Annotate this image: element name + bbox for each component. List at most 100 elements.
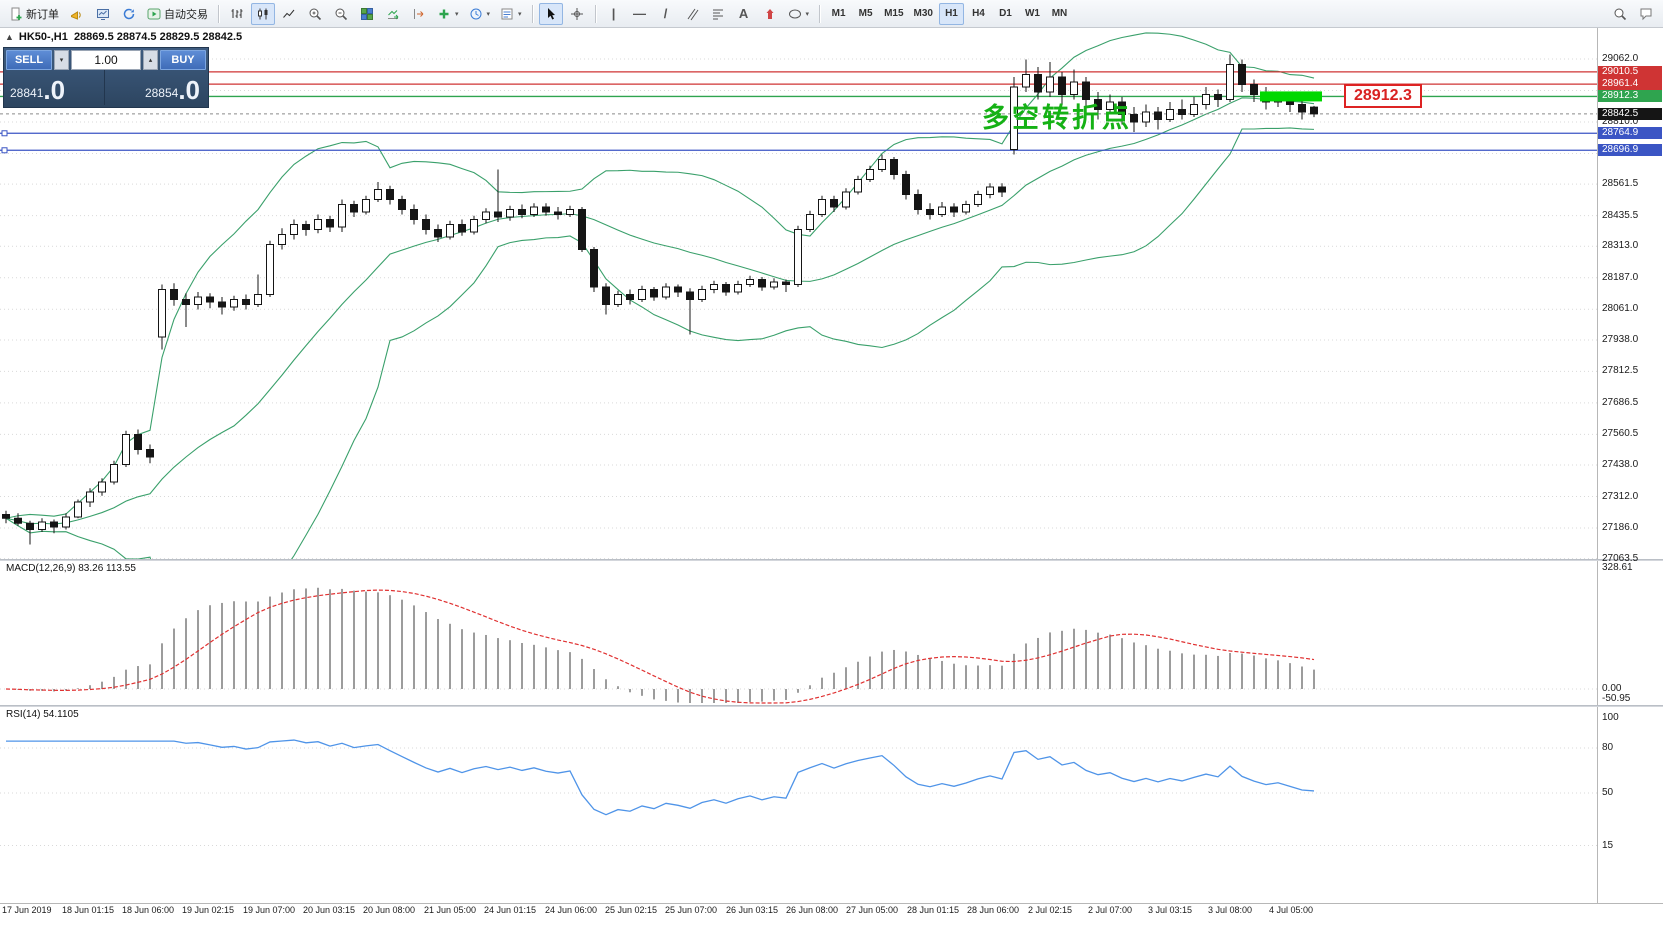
price-axis[interactable]: 29062.0 29010.5 28961.4 28912.3 28842.5 28810… [1598,0,1663,952]
arrow-marker-icon [766,8,774,19]
chart-shift-button[interactable] [407,3,431,25]
bar-chart-button[interactable] [225,3,249,25]
arrows-tool-button[interactable] [758,3,782,25]
trendline-tool-button[interactable]: / [654,3,678,25]
price-axis-label: 28061.0 [1602,303,1639,315]
time-axis-label: 25 Jun 02:15 [605,905,658,915]
time-axis-border [0,903,1663,904]
timeframe-m30-button[interactable]: M30 [910,3,937,25]
price-axis-label: 28313.0 [1602,240,1639,252]
price-axis-label: 27686.5 [1602,396,1639,408]
price-line-label: 28842.5 [1598,107,1662,120]
toolbar-separator [819,4,821,23]
panel-divider[interactable] [0,705,1663,707]
search-icon [1614,8,1627,20]
volume-decrease-button[interactable]: ▾ [54,50,69,70]
timeframe-w1-button[interactable]: W1 [1020,3,1045,25]
chart-title-row: ▲ HK50-,H1 28869.5 28874.5 28829.5 28842… [5,31,242,43]
panel-divider[interactable] [0,559,1663,561]
price-chart-canvas[interactable] [0,28,1597,559]
toolbar-separator [218,4,219,23]
price-axis-label: 27438.0 [1602,459,1639,470]
price-axis-label: 27560.5 [1602,428,1639,440]
chart-window-button[interactable] [91,3,115,25]
macd-axis-label: 328.61 [1602,562,1633,573]
price-axis-label: 28561.5 [1602,178,1639,190]
price-axis-label: 27312.0 [1602,490,1639,502]
macd-panel-canvas[interactable] [0,561,1597,705]
horizontal-line-tool-button[interactable]: — [628,3,652,25]
timeframe-h1-button[interactable]: H1 [938,2,964,25]
timeframe-m1-button[interactable]: M1 [826,3,851,25]
macd-label: MACD(12,26,9) 83.26 113.55 [6,563,136,574]
shapes-tool-button[interactable]: ▾ [784,3,814,25]
price-line-label: 28764.9 [1598,127,1662,140]
tile-windows-button[interactable] [355,3,379,25]
search-button[interactable] [1608,3,1632,25]
price-axis-label: 27063.5 [1602,552,1639,564]
time-axis-label: 24 Jun 06:00 [545,905,598,915]
indicators-icon [439,9,449,18]
periods-button[interactable]: ▾ [465,3,495,25]
fibonacci-icon [712,9,723,19]
cursor-button[interactable] [538,2,563,25]
zoom-out-icon [335,8,348,20]
volume-input[interactable]: 1.00 [71,50,141,70]
rsi-axis-label: 50 [1602,787,1614,798]
chevron-down-icon: ▾ [455,10,459,18]
chevron-down-icon: ▾ [805,10,810,18]
time-axis-label: 3 Jul 08:00 [1208,905,1253,915]
line-chart-button[interactable] [277,3,301,25]
buy-button[interactable]: BUY [160,50,206,70]
timeframe-h4-button[interactable]: H4 [966,3,991,25]
templates-icon [501,8,513,19]
time-axis-label: 28 Jun 06:00 [967,905,1020,915]
candlestick-chart-icon [258,8,268,19]
sell-price: 28841.0 [6,70,104,105]
indicators-button[interactable]: ▾ [433,3,463,25]
autotrading-button[interactable]: 自动交易 [143,3,212,25]
price-axis-border [1597,28,1598,903]
crosshair-icon [570,7,583,20]
vertical-line-tool-button[interactable]: | [602,3,626,25]
chat-button[interactable] [1634,3,1658,25]
shapes-icon [788,9,801,18]
volume-increase-button[interactable]: ▴ [143,50,158,70]
timeframe-d1-button[interactable]: D1 [993,3,1018,25]
chart-annotation-text[interactable]: 多空转折点 [982,103,1132,133]
timeframe-mn-button[interactable]: MN [1047,3,1072,25]
autotrading-label: 自动交易 [164,8,208,21]
crosshair-button[interactable] [565,3,589,25]
time-axis-label: 27 Jun 05:00 [846,905,899,915]
zoom-out-button[interactable] [329,3,353,25]
sell-button[interactable]: SELL [6,50,52,70]
templates-button[interactable]: ▾ [496,3,526,25]
rsi-panel-canvas[interactable] [0,707,1597,903]
refresh-button[interactable] [117,3,141,25]
text-tool-button[interactable]: A [732,3,756,25]
timeframe-m5-button[interactable]: M5 [853,3,878,25]
price-callout[interactable]: 28912.3 [1344,84,1422,108]
toolbar: 新订单 自动交易 ▾ ▾ ▾ [0,0,1663,28]
time-axis-label: 21 Jun 05:00 [424,905,477,915]
chart-window-icon [97,8,109,20]
autotrading-icon [147,8,161,19]
buy-price-frac: .0 [178,75,200,105]
horn-button[interactable] [65,3,89,25]
buy-price-main: 28854 [144,86,179,100]
zoom-in-button[interactable] [303,3,327,25]
fibonacci-tool-button[interactable] [706,3,730,25]
collapse-arrow-icon[interactable]: ▲ [5,32,14,42]
timeframe-m15-button[interactable]: M15 [880,3,907,25]
time-axis-label: 20 Jun 08:00 [363,905,416,915]
candlestick-chart-button[interactable] [251,2,275,25]
time-axis-label: 25 Jun 07:00 [665,905,718,915]
time-axis-label: 24 Jun 01:15 [484,905,537,915]
channel-tool-button[interactable] [680,3,704,25]
price-line-label: 28696.9 [1598,144,1662,157]
price-axis-label: 28187.0 [1602,271,1639,283]
time-axis[interactable]: 17 Jun 2019 18 Jun 01:15 18 Jun 06:00 19 Ju… [0,905,1663,921]
auto-scroll-button[interactable] [381,3,405,25]
new-order-button[interactable]: 新订单 [5,3,63,25]
price-line-label: 28961.4 [1598,78,1662,91]
